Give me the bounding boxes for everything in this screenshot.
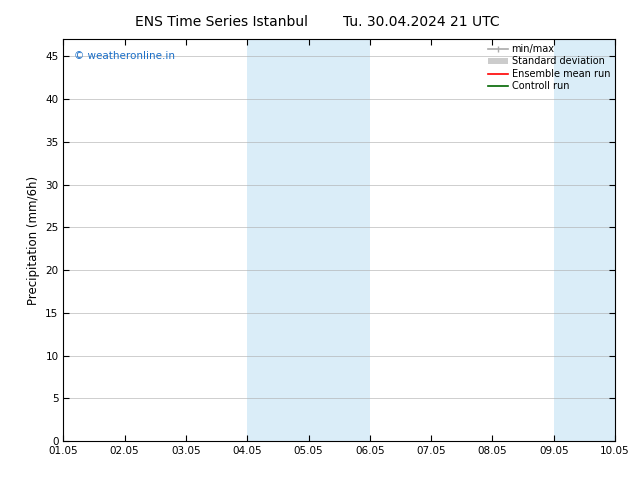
Legend: min/max, Standard deviation, Ensemble mean run, Controll run: min/max, Standard deviation, Ensemble me… xyxy=(486,42,612,93)
Bar xyxy=(247,39,370,441)
Text: ENS Time Series Istanbul        Tu. 30.04.2024 21 UTC: ENS Time Series Istanbul Tu. 30.04.2024 … xyxy=(134,15,500,29)
Bar xyxy=(553,39,634,441)
Text: © weatheronline.in: © weatheronline.in xyxy=(74,51,176,61)
Y-axis label: Precipitation (mm/6h): Precipitation (mm/6h) xyxy=(27,175,40,305)
